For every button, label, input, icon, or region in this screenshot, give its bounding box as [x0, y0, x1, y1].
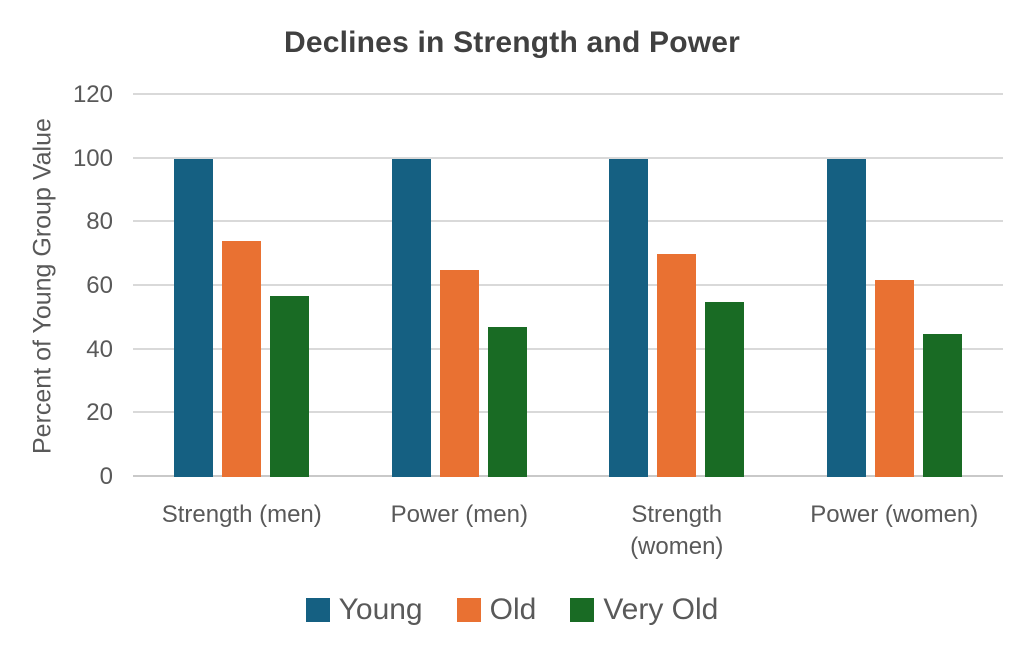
bar-old [874, 279, 914, 477]
bar-young [609, 158, 649, 477]
bar-old [439, 270, 479, 477]
x-tick-label: Power (men) [390, 501, 528, 528]
gridline-100 [133, 156, 1003, 159]
bar-old [657, 254, 697, 477]
y-axis-ticks: 0 20 40 60 80 100 120 [55, 82, 123, 490]
legend-label: Very Old [603, 593, 719, 626]
gridline-0 [133, 475, 1003, 477]
legend: Young Old Very Old [0, 593, 1024, 627]
x-tick-label: Strength (women) [630, 501, 724, 560]
x-tick-label: Strength (men) [161, 501, 322, 528]
bar-group [568, 95, 786, 477]
legend-item-old: Old [456, 593, 537, 627]
bar-very-old [705, 301, 745, 477]
x-axis-labels: Strength (men) Power (men) Strength (women… [133, 499, 1003, 563]
bar-groups [133, 95, 1003, 477]
bar-group [786, 95, 1004, 477]
bar-group [133, 95, 351, 477]
legend-item-very-old: Very Old [570, 593, 718, 627]
gridline-120 [133, 93, 1003, 95]
y-tick-label-40: 40 [86, 335, 113, 363]
bar-very-old [922, 333, 962, 477]
chart-title: Declines in Strength and Power [283, 26, 741, 59]
bar-young [391, 158, 431, 477]
bar-old [222, 241, 262, 477]
y-tick-label-100: 100 [72, 144, 113, 172]
y-tick-label-80: 80 [86, 208, 113, 236]
gridline-80 [133, 220, 1003, 223]
y-tick-label-120: 120 [72, 81, 113, 108]
legend-swatch-icon [456, 598, 481, 622]
y-tick-label-0: 0 [99, 463, 113, 490]
legend-item-young: Young [305, 593, 423, 627]
plot-area [133, 93, 1003, 477]
bar-young [174, 158, 214, 477]
legend-label: Young [338, 593, 423, 626]
legend-label: Old [489, 593, 537, 626]
gridline-60 [133, 284, 1003, 286]
legend-swatch-icon [570, 598, 595, 622]
bar-young [826, 158, 866, 477]
bar-group [351, 95, 569, 477]
bar-very-old [270, 295, 310, 477]
x-tick-label: Power (women) [810, 501, 979, 528]
y-tick-label-60: 60 [86, 272, 113, 299]
gridline-40 [133, 347, 1003, 350]
y-tick-label-20: 20 [86, 399, 113, 427]
legend-swatch-icon [305, 598, 330, 622]
gridline-20 [133, 411, 1003, 414]
bar-very-old [487, 327, 527, 477]
